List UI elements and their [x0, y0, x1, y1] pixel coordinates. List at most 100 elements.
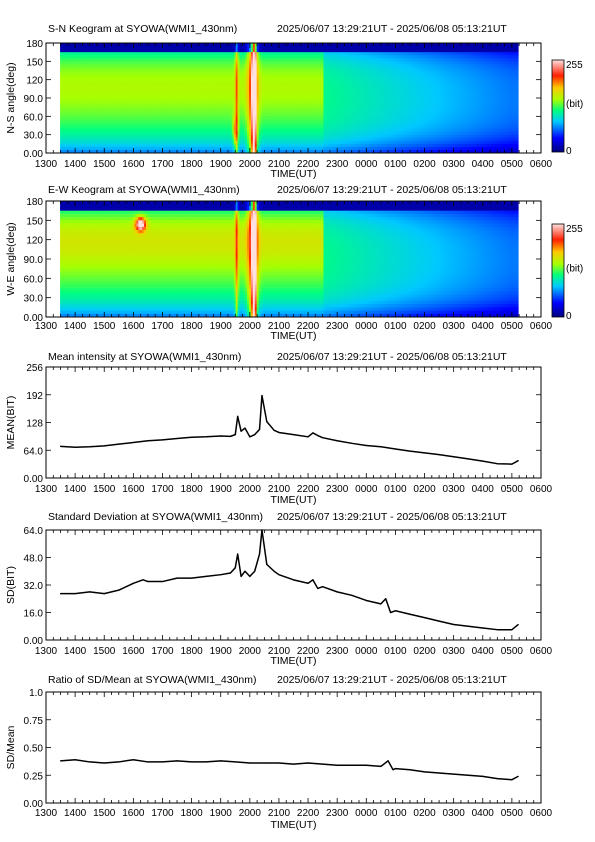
keogram-cell	[197, 140, 200, 145]
keogram-cell	[231, 52, 235, 56]
keogram-cell	[203, 91, 206, 96]
keogram-cell	[212, 61, 216, 65]
keogram-cell	[153, 110, 156, 114]
keogram-cell	[208, 64, 212, 68]
keogram-cell	[241, 58, 244, 62]
keogram-cell	[271, 55, 275, 59]
keogram-cell	[142, 43, 145, 47]
keogram-cell	[277, 76, 280, 81]
keogram-cell	[321, 113, 324, 117]
keogram-cell	[60, 76, 63, 81]
keogram-cell	[247, 82, 250, 87]
keogram-cell	[128, 131, 132, 136]
keogram-cell	[197, 143, 200, 148]
keogram-cell	[235, 131, 238, 136]
keogram-cell	[210, 110, 214, 114]
keogram-cell	[140, 146, 143, 151]
keogram-cell	[250, 61, 254, 65]
keogram-cell	[128, 137, 132, 142]
keogram-cell	[94, 76, 97, 81]
keogram-cell	[266, 46, 269, 50]
keogram-cell	[81, 82, 84, 87]
keogram-cell	[250, 55, 254, 59]
keogram-cell	[155, 122, 158, 126]
keogram-cell	[294, 94, 298, 99]
keogram-cell	[182, 146, 185, 151]
keogram-cell	[243, 110, 246, 114]
keogram-cell	[313, 113, 317, 117]
keogram-cell	[168, 101, 172, 105]
keogram-cell	[203, 79, 206, 84]
keogram-cell	[170, 101, 174, 105]
keogram-cell	[214, 91, 217, 96]
keogram-cell	[107, 43, 111, 47]
keogram-cell	[243, 140, 246, 145]
keogram-cell	[220, 94, 223, 99]
keogram-cell	[245, 67, 248, 71]
keogram-cell	[63, 143, 67, 148]
keogram-cell	[296, 70, 300, 74]
keogram-cell	[285, 98, 288, 102]
keogram-cell	[84, 52, 88, 56]
keogram-cell	[218, 116, 221, 120]
keogram-cell	[199, 58, 202, 62]
keogram-cell	[252, 73, 256, 78]
keogram-cell	[82, 122, 86, 126]
keogram-cell	[228, 101, 231, 105]
keogram-cell	[298, 101, 301, 105]
keogram-cell	[107, 85, 111, 90]
keogram-cell	[136, 98, 139, 102]
keogram-cell	[264, 91, 267, 96]
keogram-cell	[197, 122, 200, 126]
keogram-cell	[203, 143, 206, 148]
keogram-cell	[128, 67, 132, 71]
keogram-cell	[65, 101, 69, 105]
keogram-cell	[252, 149, 256, 154]
keogram-cell	[178, 116, 181, 120]
keogram-cell	[170, 94, 174, 99]
keogram-cell	[260, 43, 263, 47]
keogram-cell	[216, 140, 219, 145]
keogram-cell	[287, 85, 290, 90]
keogram-cell	[260, 110, 263, 114]
keogram-cell	[254, 113, 258, 117]
keogram-cell	[140, 82, 143, 87]
keogram-cell	[123, 122, 126, 126]
keogram-cell	[163, 113, 166, 117]
keogram-cell	[132, 55, 135, 59]
keogram-cell	[96, 79, 99, 84]
keogram-cell	[115, 52, 118, 56]
keogram-cell	[229, 85, 233, 90]
keogram-cell	[312, 128, 315, 133]
keogram-cell	[161, 52, 164, 56]
keogram-cell	[321, 128, 324, 133]
keogram-cell	[258, 140, 261, 145]
keogram-cell	[174, 43, 177, 47]
keogram-cell	[291, 125, 294, 129]
keogram-cell	[292, 146, 296, 151]
keogram-cell	[168, 82, 172, 87]
keogram-cell	[65, 140, 69, 145]
keogram-cell	[270, 107, 273, 111]
keogram-cell	[165, 67, 168, 71]
keogram-cell	[212, 128, 216, 133]
keogram-cell	[304, 88, 307, 93]
keogram-cell	[153, 143, 156, 148]
keogram-cell	[310, 70, 313, 74]
keogram-cell	[226, 98, 229, 102]
keogram-cell	[313, 131, 317, 136]
keogram-cell	[119, 58, 122, 62]
keogram-cell	[252, 88, 256, 93]
keogram-cell	[165, 143, 168, 148]
keogram-cell	[281, 140, 284, 145]
keogram-cell	[163, 49, 166, 53]
keogram-cell	[153, 88, 156, 93]
keogram-cell	[268, 94, 271, 99]
keogram-cell	[111, 122, 114, 126]
keogram-cell	[75, 61, 78, 65]
keogram-cell	[142, 125, 145, 129]
keogram-cell	[312, 146, 315, 151]
keogram-cell	[321, 110, 324, 114]
keogram-cell	[147, 64, 151, 68]
